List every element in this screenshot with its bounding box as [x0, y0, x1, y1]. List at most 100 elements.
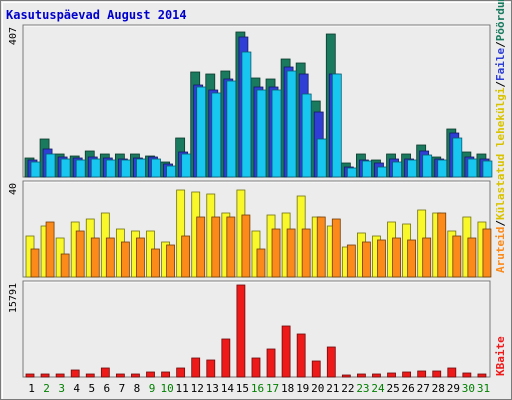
day-label: 13	[206, 382, 219, 395]
day-label: 1	[28, 382, 35, 395]
bar-kbaite-day-30	[462, 372, 472, 378]
bar-külastatud-lehekülgi-day-2	[45, 153, 56, 178]
bar-aruteid-day-23	[362, 241, 371, 278]
bar-kbaite-day-16	[251, 357, 261, 378]
bar-külastatud-lehekülgi-day-25	[392, 161, 402, 178]
bar-aruteid-day-15	[241, 214, 251, 278]
legend-sep: /	[494, 41, 507, 48]
bar-kbaite-day-21	[326, 346, 336, 378]
bar-külastatud-lehekülgi-day-9	[151, 158, 161, 178]
day-label: 24	[371, 382, 385, 395]
day-label: 17	[266, 382, 279, 395]
bar-aruteid-day-22	[346, 244, 356, 278]
bar-aruteid-day-24	[377, 239, 386, 278]
bar-külastatud-lehekülgi-day-26	[407, 159, 418, 178]
day-label: 20	[311, 382, 324, 395]
bar-kbaite-day-20	[311, 360, 321, 378]
bar-aruteid-day-27	[422, 237, 432, 278]
day-label: 15	[236, 382, 249, 395]
bar-kbaite-day-4	[70, 369, 80, 378]
bar-kbaite-day-3	[55, 373, 65, 378]
bar-külastatud-lehekülgi-day-23	[362, 160, 372, 178]
legend-visits: Aruteid	[494, 227, 507, 273]
bar-aruteid-day-1	[30, 248, 40, 278]
bar-külastatud-lehekülgi-day-10	[166, 165, 176, 178]
bar-kbaite-day-11	[176, 367, 186, 378]
day-label: 18	[281, 382, 294, 395]
bar-aruteid-day-26	[407, 239, 417, 278]
bar-külastatud-lehekülgi-day-27	[422, 154, 433, 178]
bar-aruteid-day-30	[467, 237, 477, 278]
bar-aruteid-day-6	[105, 237, 115, 278]
bar-külastatud-lehekülgi-day-17	[271, 89, 282, 178]
bar-kbaite-day-29	[447, 367, 457, 378]
bar-aruteid-day-3	[60, 253, 70, 278]
ytick-label-panel-3: 15791	[8, 283, 19, 313]
bar-külastatud-lehekülgi-day-24	[377, 166, 387, 178]
bar-kbaite-day-25	[387, 372, 396, 378]
day-label: 4	[73, 382, 80, 395]
day-label: 30	[462, 382, 475, 395]
legend-bytes-label: KBaite	[494, 336, 507, 376]
bar-külastatud-lehekülgi-day-15	[241, 51, 252, 178]
day-label: 10	[160, 382, 173, 395]
bar-aruteid-day-18	[286, 228, 296, 278]
bar-külastatud-lehekülgi-day-13	[211, 92, 222, 178]
bar-kbaite-day-17	[266, 348, 276, 378]
bar-kbaite-day-13	[206, 359, 216, 378]
bar-külastatud-lehekülgi-day-4	[75, 159, 86, 178]
day-label: 9	[149, 382, 156, 395]
day-label: 11	[176, 382, 189, 395]
day-label: 26	[402, 382, 415, 395]
day-label: 8	[134, 382, 141, 395]
bar-aruteid-day-16	[256, 248, 266, 278]
bar-aruteid-day-17	[271, 228, 281, 278]
day-label: 14	[221, 382, 235, 395]
bar-kbaite-day-9	[146, 371, 155, 378]
legend-pages: Külastatud lehekülgi	[494, 87, 507, 220]
bar-kbaite-day-14	[221, 338, 231, 378]
bar-aruteid-day-20	[316, 216, 326, 278]
bar-aruteid-day-8	[136, 237, 145, 278]
bar-aruteid-day-28	[437, 212, 447, 278]
bar-külastatud-lehekülgi-day-1	[30, 161, 41, 178]
legend-upper: Aruteid/Külastatud lehekülgi/Faile/Pöörd…	[494, 0, 507, 273]
ytick-label-panel-2: 40	[8, 183, 19, 195]
bar-külastatud-lehekülgi-day-19	[301, 93, 312, 178]
day-label: 7	[119, 382, 126, 395]
legend-files: Faile	[494, 47, 507, 80]
bar-aruteid-day-31	[482, 228, 492, 278]
bar-kbaite-day-18	[281, 325, 291, 378]
bar-aruteid-day-5	[90, 237, 100, 278]
bar-kbaite-day-27	[417, 370, 427, 378]
bar-kbaite-day-1	[25, 373, 35, 378]
bar-aruteid-day-7	[120, 241, 130, 278]
bar-kbaite-day-6	[100, 367, 110, 378]
bar-kbaite-day-19	[296, 333, 306, 378]
bar-kbaite-day-15	[236, 284, 246, 378]
bar-külastatud-lehekülgi-day-14	[226, 80, 237, 178]
bar-kbaite-day-22	[341, 374, 351, 378]
day-label: 31	[477, 382, 490, 395]
bar-külastatud-lehekülgi-day-31	[482, 160, 493, 178]
chart-title: Kasutuspäevad August 2014	[6, 8, 187, 22]
bar-külastatud-lehekülgi-day-12	[196, 86, 207, 178]
bar-külastatud-lehekülgi-day-11	[181, 153, 192, 178]
bar-aruteid-day-13	[211, 216, 221, 278]
bar-aruteid-day-10	[166, 244, 175, 278]
bar-külastatud-lehekülgi-day-8	[136, 158, 146, 178]
bar-aruteid-day-21	[331, 218, 341, 278]
day-label: 3	[58, 382, 65, 395]
bar-aruteid-day-29	[452, 235, 462, 278]
day-label: 5	[88, 382, 95, 395]
day-label: 12	[191, 382, 204, 395]
day-label: 2	[43, 382, 50, 395]
day-label: 28	[432, 382, 445, 395]
day-label: 29	[447, 382, 460, 395]
ytick-label-panel-1: 407	[8, 27, 19, 45]
bar-kbaite-day-26	[402, 371, 412, 378]
day-label: 25	[386, 382, 399, 395]
bar-kbaite-day-31	[477, 373, 487, 378]
bar-kbaite-day-7	[115, 373, 125, 378]
